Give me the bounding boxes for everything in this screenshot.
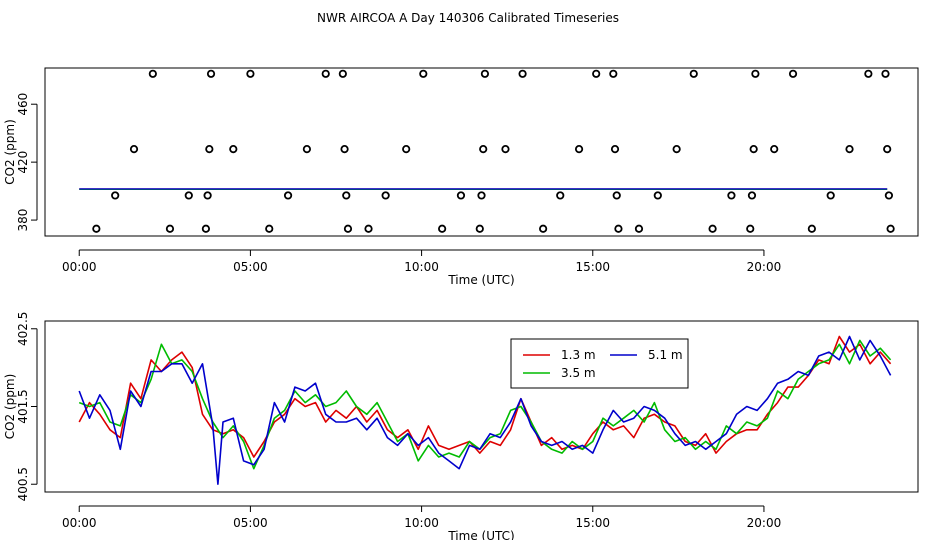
data-marker xyxy=(165,224,175,233)
data-marker xyxy=(518,69,527,78)
data-marker xyxy=(342,191,351,200)
data-marker xyxy=(883,145,892,154)
y-tick-label: 401.5 xyxy=(16,389,30,423)
data-marker xyxy=(539,224,548,233)
data-marker xyxy=(265,224,274,233)
data-marker xyxy=(479,145,488,154)
x-axis-title: Time (UTC) xyxy=(447,273,514,287)
x-tick-label: 00:00 xyxy=(62,516,97,530)
y-axis-title: CO2 (ppm) xyxy=(3,374,17,440)
data-marker xyxy=(321,69,330,78)
data-marker xyxy=(881,69,890,78)
data-marker xyxy=(480,69,490,78)
data-marker xyxy=(614,224,623,233)
data-marker xyxy=(574,145,584,154)
data-marker xyxy=(612,191,621,200)
y-tick-label: 420 xyxy=(16,151,30,174)
data-marker xyxy=(148,69,157,78)
data-marker xyxy=(556,191,565,200)
data-marker xyxy=(770,145,779,154)
x-tick-label: 00:00 xyxy=(62,260,97,274)
x-tick-label: 05:00 xyxy=(233,260,268,274)
data-marker xyxy=(364,224,373,233)
data-marker xyxy=(826,191,835,200)
data-marker xyxy=(246,69,255,78)
data-marker xyxy=(634,224,644,233)
data-marker xyxy=(501,145,510,154)
co2-height-timeseries-panel: 00:00 05:00 10:00 15:00 20:00 Time (UTC) 400.5… xyxy=(3,312,919,540)
data-marker xyxy=(747,191,757,200)
legend-label: 3.5 m xyxy=(561,366,596,380)
x-tick-label: 10:00 xyxy=(404,516,439,530)
series-line-1-3-m xyxy=(78,335,892,458)
x-tick-label: 10:00 xyxy=(404,260,439,274)
data-marker xyxy=(438,224,447,233)
data-marker xyxy=(419,69,428,78)
data-marker xyxy=(381,191,390,200)
data-marker xyxy=(749,145,758,154)
data-marker xyxy=(610,145,620,154)
data-marker xyxy=(746,224,755,233)
data-marker xyxy=(807,224,816,233)
data-marker xyxy=(477,191,486,200)
data-marker xyxy=(340,145,349,154)
data-marker xyxy=(727,191,736,200)
legend-box xyxy=(510,338,689,389)
y-axis-title: CO2 (ppm) xyxy=(3,119,17,185)
data-marker xyxy=(845,145,854,154)
data-marker xyxy=(229,145,238,154)
data-marker xyxy=(111,191,120,200)
data-marker xyxy=(203,191,212,200)
y-tick-label: 402.5 xyxy=(16,312,30,346)
co2-marker-panel: 00:00 05:00 10:00 15:00 20:00 Time (UTC) 380 42… xyxy=(3,67,919,287)
plot-frame xyxy=(44,67,919,237)
data-marker xyxy=(609,69,618,78)
x-axis-title: Time (UTC) xyxy=(447,529,514,540)
data-marker xyxy=(689,69,698,78)
data-marker xyxy=(343,224,353,233)
legend-label: 5.1 m xyxy=(648,348,683,362)
y-tick-label: 380 xyxy=(16,209,30,232)
plot-frame xyxy=(44,320,919,493)
data-marker xyxy=(338,69,347,78)
chart-title: NWR AIRCOA A Day 140306 Calibrated Times… xyxy=(317,11,619,25)
data-marker xyxy=(864,69,873,78)
data-marker xyxy=(129,145,139,154)
data-marker xyxy=(456,191,466,200)
data-marker xyxy=(884,191,894,200)
x-tick-label: 20:00 xyxy=(747,260,782,274)
x-tick-label: 15:00 xyxy=(575,260,610,274)
data-marker xyxy=(672,145,681,154)
data-marker xyxy=(402,145,411,154)
data-marker xyxy=(302,145,311,154)
data-marker xyxy=(751,69,760,78)
series-line-5-1-m xyxy=(78,335,892,486)
data-marker xyxy=(592,69,601,78)
data-marker xyxy=(205,145,214,154)
data-marker xyxy=(201,224,211,233)
legend-label: 1.3 m xyxy=(561,348,596,362)
data-marker xyxy=(92,224,101,233)
data-marker xyxy=(475,224,484,233)
y-tick-label: 400.5 xyxy=(16,467,30,501)
data-marker xyxy=(184,191,193,200)
data-marker xyxy=(283,191,293,200)
data-marker xyxy=(206,69,216,78)
data-marker xyxy=(708,224,717,233)
series-line-3-5-m xyxy=(78,339,892,470)
data-marker xyxy=(886,224,895,233)
data-marker xyxy=(653,191,662,200)
data-marker xyxy=(788,69,798,78)
y-tick-label: 460 xyxy=(16,93,30,116)
x-tick-label: 15:00 xyxy=(575,516,610,530)
x-tick-label: 20:00 xyxy=(747,516,782,530)
x-tick-label: 05:00 xyxy=(233,516,268,530)
